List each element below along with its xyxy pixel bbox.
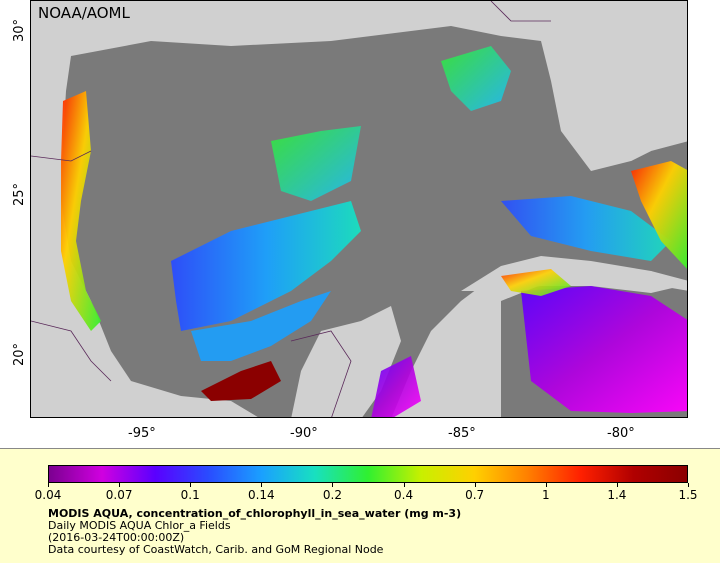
yucatan-peninsula <box>291 306 401 417</box>
dataset-subtitle: Daily MODIS AQUA Chlor_a Fields <box>48 519 231 532</box>
colorbar-tick <box>119 483 121 487</box>
colorbar-tick <box>403 483 405 487</box>
chl-patch-cuba-north <box>501 269 571 296</box>
dataset-title: MODIS AQUA, concentration_of_chlorophyll… <box>48 507 462 520</box>
colorbar-tick <box>545 483 547 487</box>
map-panel[interactable] <box>30 0 688 418</box>
colorbar-label: 0.7 <box>465 488 485 502</box>
chl-patch-south <box>191 291 331 361</box>
chl-patch-campeche <box>201 361 281 401</box>
colorbar-label: 1 <box>541 488 550 502</box>
colorbar-tick <box>261 483 263 487</box>
lon-tick-90: -90° <box>290 426 318 441</box>
dataset-credit: Data courtesy of CoastWatch, Carib. and … <box>48 543 384 556</box>
lat-tick-20: 20° <box>12 342 27 366</box>
colorbar-label: 0.07 <box>105 488 133 502</box>
legend-panel: 0.04 0.07 0.1 0.14 0.2 0.4 0.7 1 1.4 1.5 MODIS AQ… <box>0 448 720 563</box>
agency-label: NOAA/AOML <box>38 4 130 22</box>
colorbar-tick <box>48 483 49 487</box>
colorbar-label: 0.1 <box>180 488 200 502</box>
chl-patch-caribbean <box>521 286 687 413</box>
chl-patch-ne <box>441 46 511 111</box>
gulf-of-mexico-map <box>31 1 687 417</box>
lon-tick-95: -95° <box>128 426 156 441</box>
colorbar-label: 1.4 <box>607 488 627 502</box>
colorbar-tick <box>474 483 476 487</box>
chl-patch-central <box>171 201 361 331</box>
colorbar <box>48 465 688 483</box>
lat-tick-30: 30° <box>12 18 27 42</box>
colorbar-tick <box>332 483 334 487</box>
chl-patch-yucatan-east <box>371 356 421 417</box>
lat-tick-25: 25° <box>12 182 27 206</box>
florida-peninsula <box>551 21 651 161</box>
lon-tick-80: -80° <box>607 426 635 441</box>
colorbar-label: 0.4 <box>394 488 414 502</box>
colorbar-label: 0.2 <box>322 488 342 502</box>
chl-patch-keys <box>631 161 687 269</box>
colorbar-label: 0.14 <box>247 488 275 502</box>
chl-patch-north <box>271 126 361 201</box>
colorbar-label: 0.04 <box>34 488 62 502</box>
chl-patch-east <box>501 196 671 261</box>
political-borders <box>31 1 551 417</box>
colorbar-label: 1.5 <box>678 488 698 502</box>
colorbar-tick <box>190 483 192 487</box>
dataset-time: (2016-03-24T00:00:00Z) <box>48 531 185 544</box>
colorbar-tick <box>688 483 689 487</box>
lon-tick-85: -85° <box>448 426 476 441</box>
colorbar-tick <box>616 483 618 487</box>
